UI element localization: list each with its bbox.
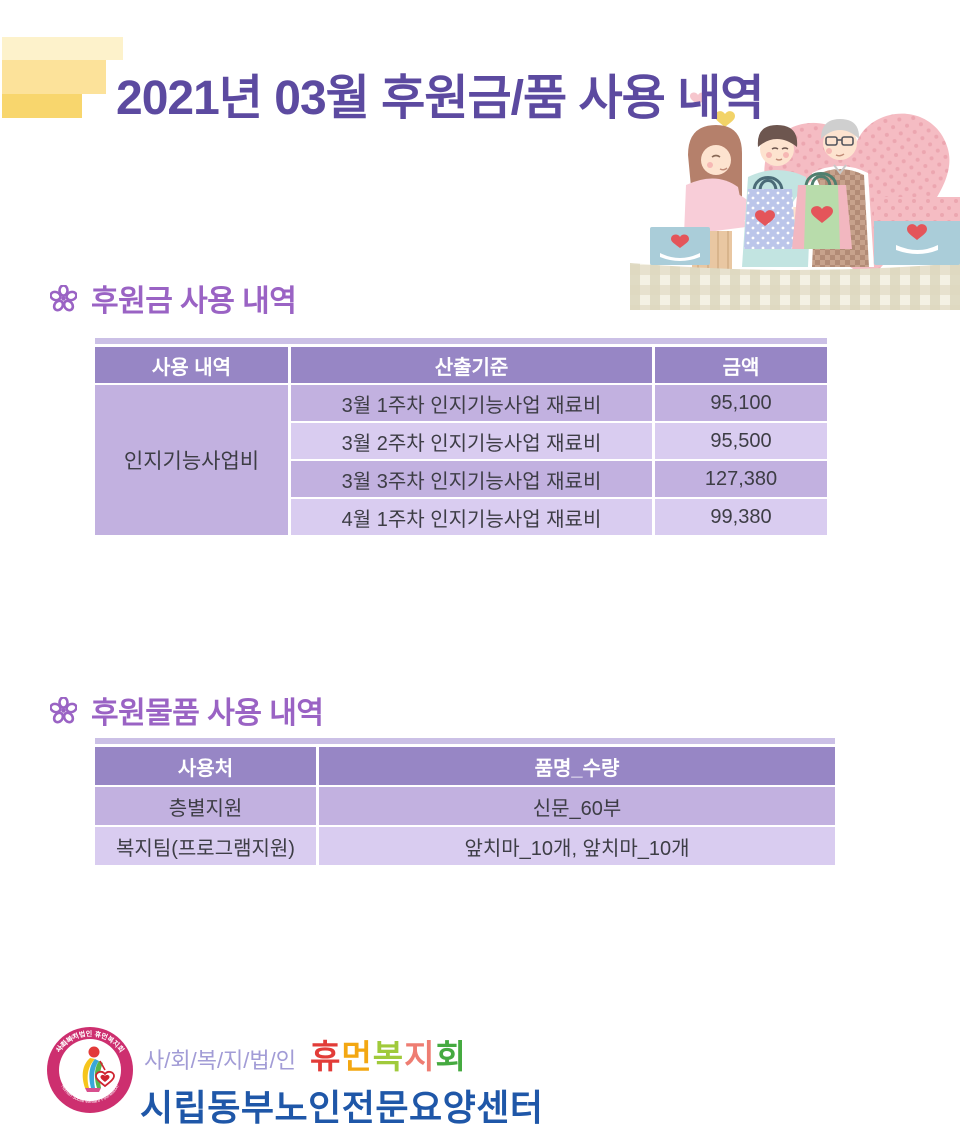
amount-cell: 127,380: [655, 461, 827, 497]
item-cell: 신문_60부: [319, 787, 835, 825]
yellow-bar-top: [2, 37, 123, 60]
page-title: 2021년 03월 후원금/품 사용 내역: [116, 72, 764, 125]
amount-cell: 99,380: [655, 499, 827, 535]
section-heading-donation-goods: 후원물품 사용 내역: [50, 688, 324, 732]
org-name-char: 회: [435, 1038, 467, 1075]
gift-bag-blue: [744, 176, 796, 249]
org-type-label: 사/회/복/지/법/인: [144, 1048, 297, 1073]
column-header-item: 품명_수량: [319, 747, 835, 785]
gift-box-right: [874, 197, 960, 265]
seal-person-icon: [82, 1046, 115, 1092]
column-header-amount: 금액: [655, 347, 827, 383]
table-top-strip: [95, 738, 835, 744]
org-name-label: 휴먼복지회: [310, 1030, 467, 1078]
donation-illustration: [630, 92, 960, 310]
place-cell: 복지팀(프로그램지원): [95, 827, 316, 865]
yellow-bar-bottom: [2, 94, 82, 118]
donation-money-table: 사용 내역 산출기준 금액 인지기능사업비 3월 1주차 인지기능사업 재료비 …: [95, 338, 827, 535]
amount-cell: 95,100: [655, 385, 827, 421]
org-name-char: 먼: [341, 1038, 373, 1075]
tablecloth: [630, 263, 960, 310]
item-cell: 앞치마_10개, 앞치마_10개: [319, 827, 835, 865]
yellow-bar-middle: [2, 60, 106, 94]
small-heart-pink-icon: [690, 92, 706, 105]
org-name-char: 지: [404, 1038, 436, 1075]
center-name-label: 시립동부노인전문요양센터: [140, 1087, 544, 1128]
gift-bag-green: [792, 172, 852, 249]
section-heading-label: 후원금 사용 내역: [91, 285, 297, 318]
gift-box-left: [650, 227, 710, 265]
org-name-char: 복: [372, 1038, 405, 1075]
flower-icon: [50, 696, 77, 723]
flower-icon: [50, 284, 77, 311]
merged-usage-cell: 인지기능사업비: [95, 385, 288, 535]
section-heading-label: 후원물품 사용 내역: [91, 697, 324, 730]
donation-goods-table: 사용처 품명_수량 층별지원 신문_60부 복지팀(프로그램지원) 앞치마_10…: [95, 738, 835, 865]
basis-cell: 4월 1주차 인지기능사업 재료비: [291, 499, 652, 535]
small-heart-yellow-icon: [715, 111, 735, 127]
basis-cell: 3월 2주차 인지기능사업 재료비: [291, 423, 652, 459]
org-seal-icon: 사회복지법인 휴먼복지회 Human Social Welfare Founda…: [47, 1027, 133, 1113]
column-header-usage: 사용 내역: [95, 347, 288, 383]
amount-cell: 95,500: [655, 423, 827, 459]
organization-logo: 사회복지법인 휴먼복지회 Human Social Welfare Founda…: [46, 1026, 543, 1131]
column-header-place: 사용처: [95, 747, 316, 785]
column-header-basis: 산출기준: [291, 347, 652, 383]
place-cell: 층별지원: [95, 787, 316, 825]
table-top-strip: [95, 338, 827, 344]
basis-cell: 3월 1주차 인지기능사업 재료비: [291, 385, 652, 421]
org-name-char: 휴: [310, 1038, 342, 1075]
basis-cell: 3월 3주차 인지기능사업 재료비: [291, 461, 652, 497]
section-heading-donation-money: 후원금 사용 내역: [50, 276, 297, 320]
